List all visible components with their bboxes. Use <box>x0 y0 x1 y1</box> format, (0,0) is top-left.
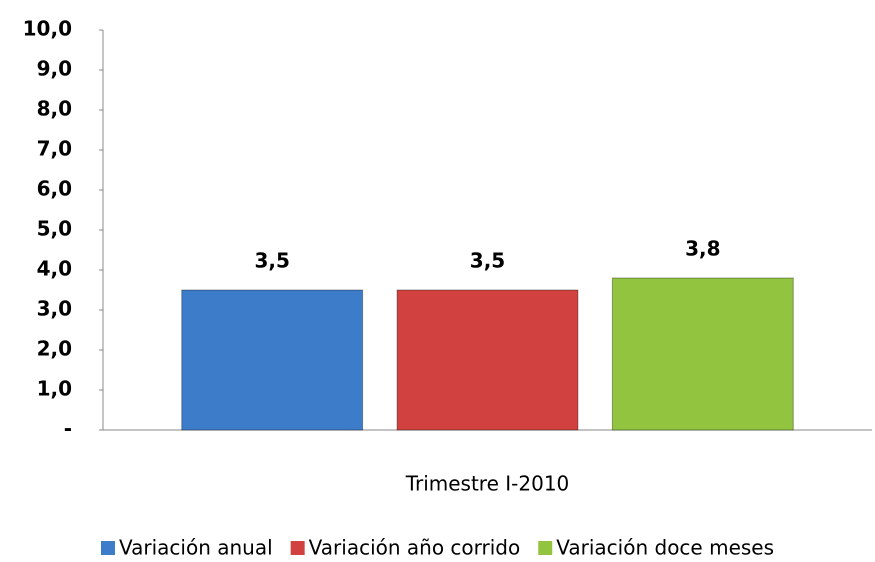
y-tick-label: 3,0 <box>37 297 72 321</box>
y-tick-label: 4,0 <box>37 257 72 281</box>
legend-swatch <box>538 541 553 555</box>
y-tick-label: 1,0 <box>37 377 72 401</box>
y-tick-label: - <box>64 417 72 441</box>
bar <box>181 289 364 431</box>
legend-swatch <box>100 541 115 555</box>
y-tick-label: 5,0 <box>37 217 72 241</box>
bar <box>611 277 794 431</box>
value-label: 3,8 <box>685 237 720 261</box>
y-tick-label: 10,0 <box>23 17 72 41</box>
x-tick-label: Trimestre I-2010 <box>405 472 570 496</box>
y-tick-label: 7,0 <box>37 137 72 161</box>
y-tick-label: 6,0 <box>37 177 72 201</box>
legend-label: Variación anual <box>119 536 273 560</box>
legend-swatch <box>290 541 305 555</box>
y-tick-label: 8,0 <box>37 97 72 121</box>
legend-label: Variación año corrido <box>309 536 521 560</box>
legend-label: Variación doce meses <box>556 536 774 560</box>
y-tick-label: 9,0 <box>37 57 72 81</box>
bar <box>396 289 579 431</box>
y-tick-label: 2,0 <box>37 337 72 361</box>
value-label: 3,5 <box>254 249 289 273</box>
value-label: 3,5 <box>470 249 505 273</box>
